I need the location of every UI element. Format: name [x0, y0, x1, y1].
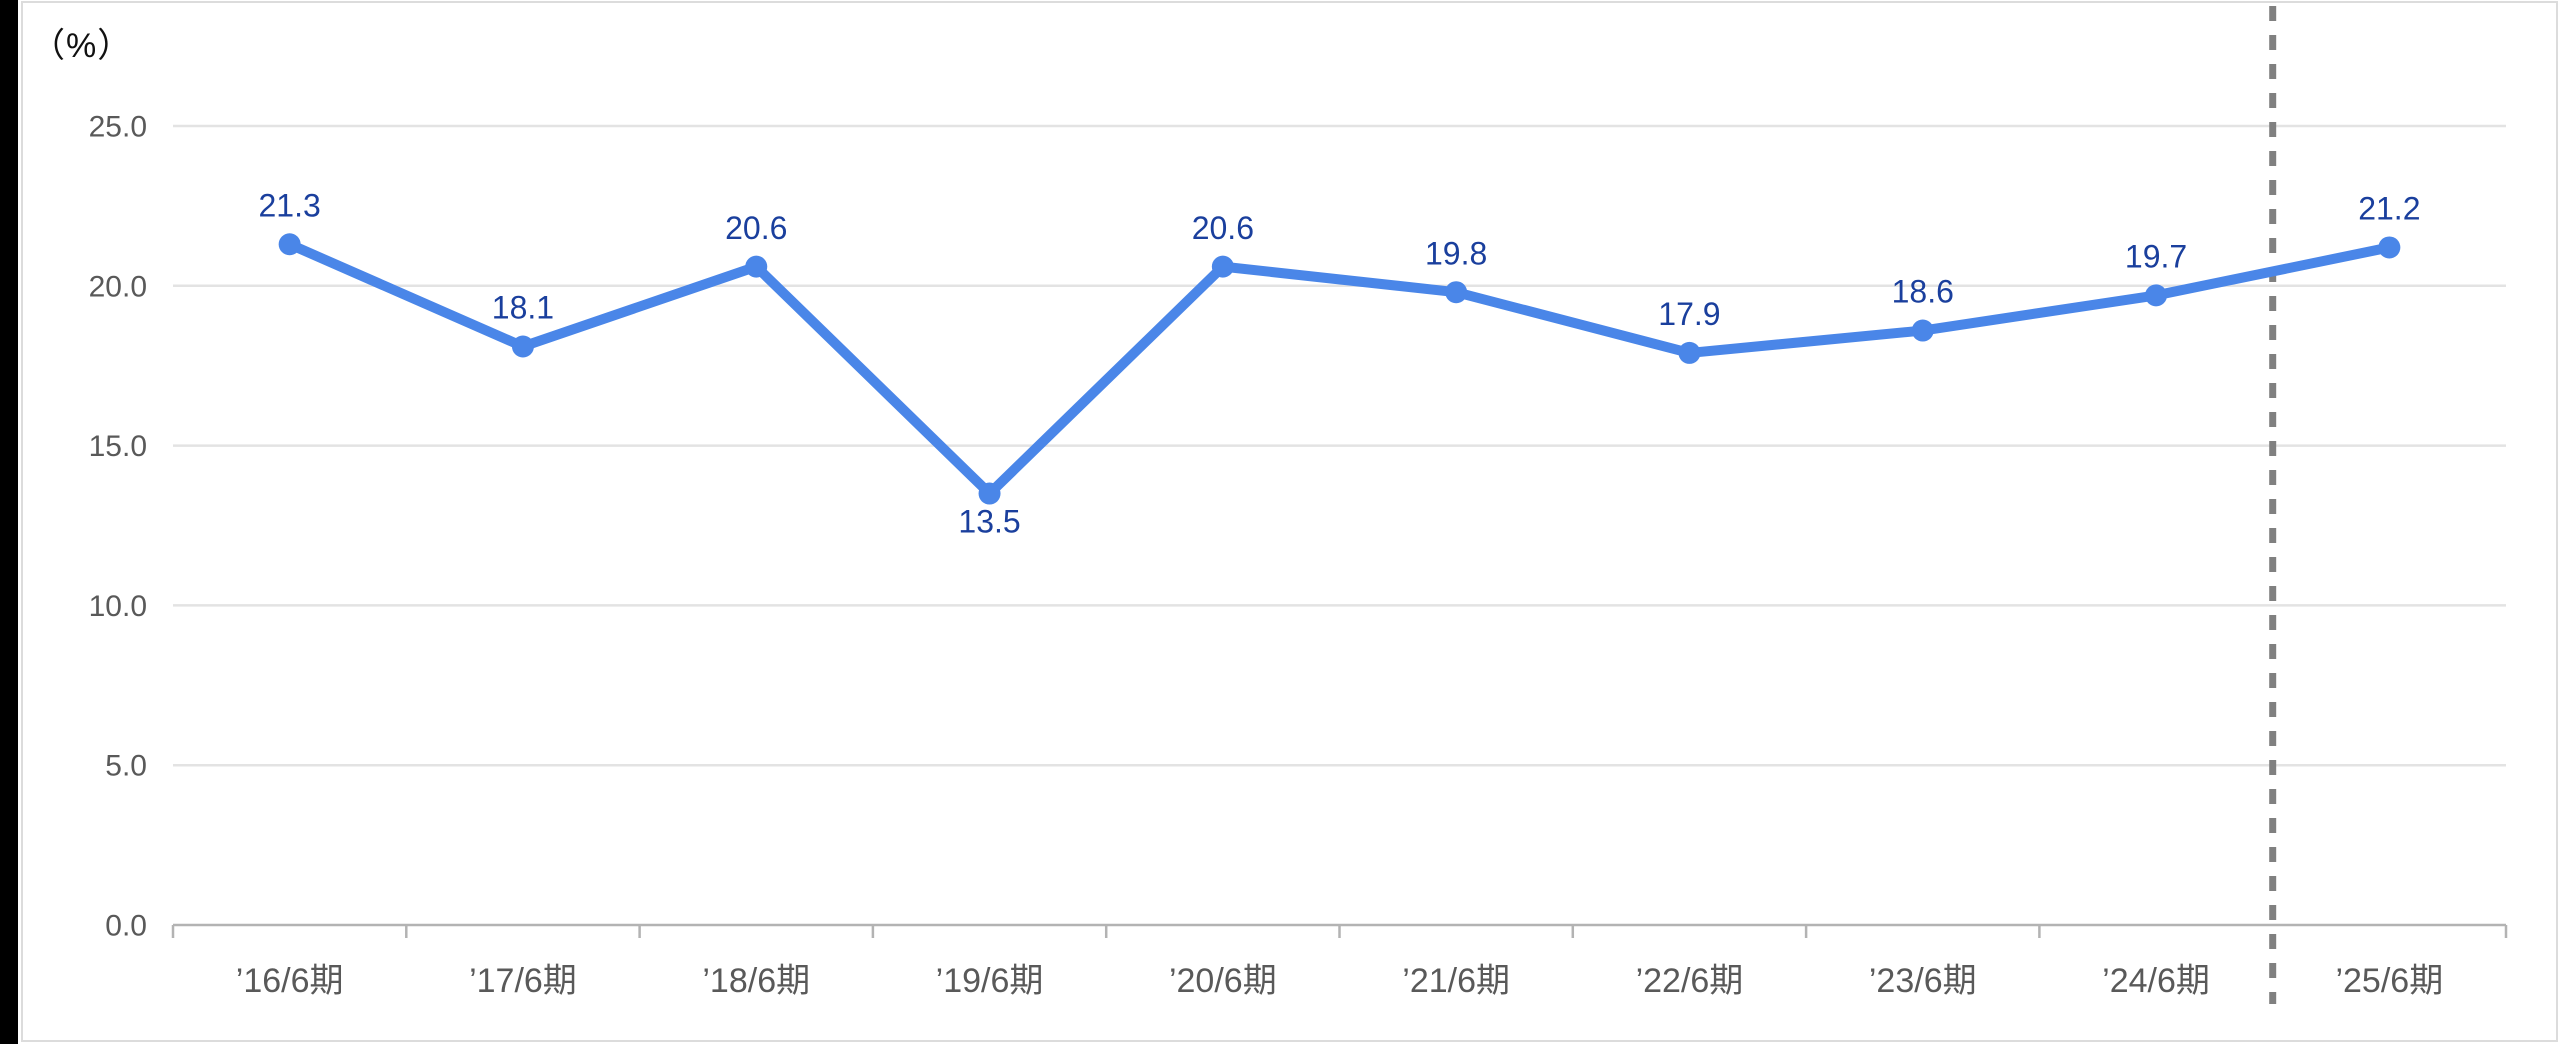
- y-tick-label: 25.0: [89, 111, 147, 144]
- y-tick-label: 0.0: [105, 910, 147, 943]
- data-point-marker: [1911, 319, 1934, 342]
- data-point-label: 20.6: [1192, 210, 1254, 246]
- x-tick-label: ’20/6期: [1169, 962, 1277, 1000]
- data-point-marker: [978, 482, 1001, 505]
- x-tick-label: ’19/6期: [936, 962, 1044, 1000]
- data-point-marker: [2145, 284, 2168, 307]
- x-tick-label: ’21/6期: [1402, 962, 1510, 1000]
- chart-card: [21, 1, 2558, 1042]
- data-point-label: 18.1: [492, 290, 554, 326]
- data-point-label: 13.5: [958, 504, 1020, 540]
- x-tick-label: ’16/6期: [236, 962, 344, 1000]
- x-tick-label: ’22/6期: [1636, 962, 1744, 1000]
- data-point-marker: [1211, 255, 1234, 278]
- x-tick-label: ’25/6期: [2335, 962, 2443, 1000]
- data-point-label: 21.2: [2358, 191, 2420, 227]
- series-line: [284, 239, 2395, 499]
- y-tick-label: 10.0: [89, 590, 147, 623]
- left-edge-strip: [0, 0, 18, 1044]
- data-point-marker: [2378, 236, 2401, 259]
- data-point-marker: [511, 335, 534, 358]
- x-tick-label: ’24/6期: [2102, 962, 2210, 1000]
- data-point-marker: [1678, 341, 1701, 364]
- data-point-marker: [1445, 281, 1468, 304]
- x-tick-label: ’18/6期: [702, 962, 810, 1000]
- data-point-label: 19.8: [1425, 235, 1487, 271]
- y-tick-label: 5.0: [105, 750, 147, 783]
- x-tick-label: ’23/6期: [1869, 962, 1977, 1000]
- x-tick-label: ’17/6期: [469, 962, 577, 1000]
- data-point-marker: [745, 255, 768, 278]
- data-point-label: 21.3: [259, 187, 321, 223]
- data-point-label: 19.7: [2125, 239, 2187, 275]
- y-tick-label: 15.0: [89, 430, 147, 463]
- data-point-marker: [278, 233, 301, 256]
- data-point-label: 17.9: [1658, 296, 1720, 332]
- y-axis-unit-label: （%）: [31, 27, 133, 65]
- y-tick-label: 20.0: [89, 270, 147, 303]
- data-point-label: 20.6: [725, 210, 787, 246]
- data-point-label: 18.6: [1892, 274, 1954, 310]
